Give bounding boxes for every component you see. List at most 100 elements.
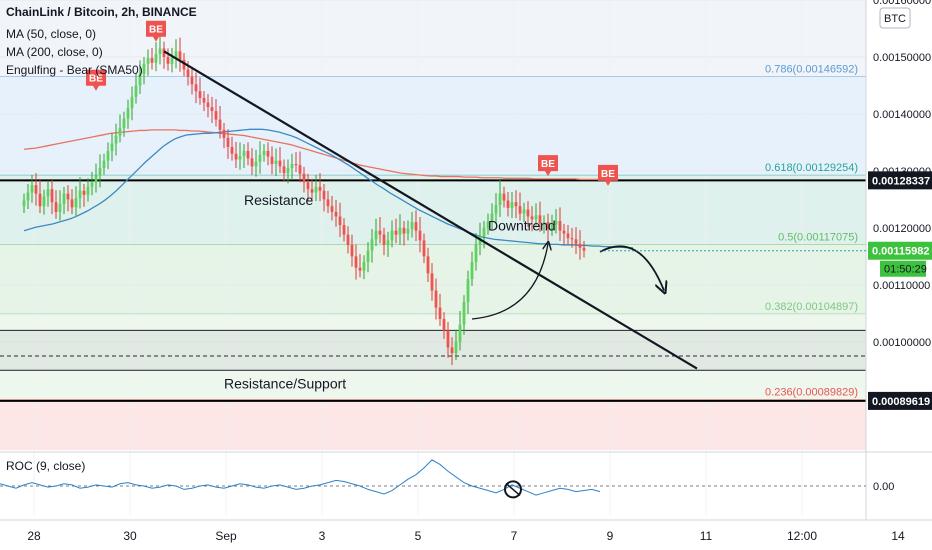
candle-body <box>522 209 526 214</box>
candle-body <box>574 239 578 244</box>
candle-body <box>570 238 574 240</box>
roc-highlight-slash <box>505 482 521 496</box>
engulfing-legend[interactable]: Engulfing - Bear (SMA50) <box>6 63 143 77</box>
candle-body <box>402 227 406 234</box>
candle-body <box>190 76 194 85</box>
candle-body <box>502 193 506 201</box>
candle-body <box>350 244 354 257</box>
candle-body <box>398 227 402 235</box>
candle-body <box>226 137 230 147</box>
candle-body <box>386 240 390 245</box>
candle-body <box>138 74 142 86</box>
price-tick: 0.00160000 <box>873 0 931 7</box>
candle-body <box>250 158 254 167</box>
candle-body <box>86 186 90 195</box>
time-tick: 11 <box>700 529 713 543</box>
roc-line <box>0 459 601 496</box>
time-tick: 28 <box>27 529 41 543</box>
price-tick: 0.00150000 <box>873 52 931 64</box>
candle-body <box>166 56 170 64</box>
candle-body <box>382 234 386 245</box>
candle-body <box>198 91 202 98</box>
price-tick: 0.00110000 <box>873 280 930 292</box>
candle-body <box>98 168 102 176</box>
candle-body <box>414 222 418 231</box>
drawings: Resistance Downtrend Resistance/Support <box>163 50 698 391</box>
candle-body <box>150 58 154 63</box>
price-tick: 0.00120000 <box>873 223 931 235</box>
candle-body <box>70 199 74 208</box>
candle-body <box>506 200 510 208</box>
candle-body <box>230 146 234 154</box>
candle-body <box>178 51 182 60</box>
candle-body <box>34 185 38 194</box>
downtrend-line <box>163 50 698 370</box>
fib-label: 0.382(0.00104897) <box>765 301 858 313</box>
candle-body <box>550 225 554 229</box>
candle-body <box>290 164 294 169</box>
candle-body <box>222 129 226 138</box>
candle-body <box>374 230 378 240</box>
ma200-legend[interactable]: MA (200, close, 0) <box>6 45 103 59</box>
candle-body <box>410 222 414 229</box>
candle-body <box>390 230 394 241</box>
candle-body <box>438 307 442 319</box>
candle-body <box>490 213 494 223</box>
candle-body <box>562 230 566 234</box>
candle-body <box>302 173 306 183</box>
candle-body <box>322 190 326 200</box>
downtrend-annotation: Downtrend <box>488 218 556 234</box>
candle-body <box>146 58 150 64</box>
candle-body <box>218 119 222 130</box>
candle-body <box>278 160 282 167</box>
candle-body <box>234 153 238 160</box>
candle-body <box>294 164 298 166</box>
bullish-arrow <box>471 244 548 320</box>
candle-body <box>194 84 198 92</box>
candle-body <box>354 256 358 268</box>
candle-body <box>514 202 518 207</box>
candle-body <box>418 230 422 241</box>
fib-label: 0.236(0.00089829) <box>765 387 858 399</box>
candle-body <box>346 234 350 245</box>
currency-label: BTC <box>884 13 906 25</box>
candle-body <box>310 189 314 193</box>
candle-body <box>266 150 270 157</box>
candle-body <box>286 168 290 174</box>
candle-body <box>510 202 514 208</box>
key-level-tag-text: 0.00128337 <box>872 175 930 187</box>
candle-body <box>314 186 318 193</box>
candle-body <box>174 51 178 59</box>
candle-body <box>450 347 454 354</box>
fib-label: 0.5(0.00117075) <box>778 232 858 244</box>
ma50-legend[interactable]: MA (50, close, 0) <box>6 27 97 41</box>
candle-body <box>422 240 426 257</box>
fibonacci-zones <box>0 0 866 450</box>
candle-body <box>406 228 410 234</box>
engulfing-marker <box>538 155 558 177</box>
candle-body <box>50 189 54 203</box>
candle-body <box>258 154 262 162</box>
engulfing-marker <box>598 164 618 186</box>
candle-body <box>206 102 210 108</box>
roc-legend[interactable]: ROC (9, close) <box>6 459 86 473</box>
candle-body <box>478 236 482 245</box>
candle-body <box>566 233 570 239</box>
engulfing-marker <box>146 20 166 42</box>
fib-label: 0.618(0.00129254) <box>765 162 858 174</box>
support-annotation: Resistance/Support <box>224 375 346 391</box>
roc-panel: 0.00 <box>0 451 932 499</box>
candle-body <box>558 221 562 231</box>
key-level-tag <box>868 171 932 190</box>
fibonacci-lines: 0.786(0.00146592) 0.618(0.00129254) 0.5(0.… <box>0 63 866 402</box>
fib-zone <box>0 313 866 400</box>
candle-body <box>554 221 558 225</box>
candle-body <box>130 96 134 109</box>
candle-body <box>270 156 274 165</box>
candle-body <box>118 128 122 136</box>
price-axis: 0.001600000.001500000.001400000.00130000… <box>600 0 932 520</box>
fib-zone <box>0 76 866 176</box>
candle-body <box>162 48 166 57</box>
candle-body <box>334 211 338 217</box>
